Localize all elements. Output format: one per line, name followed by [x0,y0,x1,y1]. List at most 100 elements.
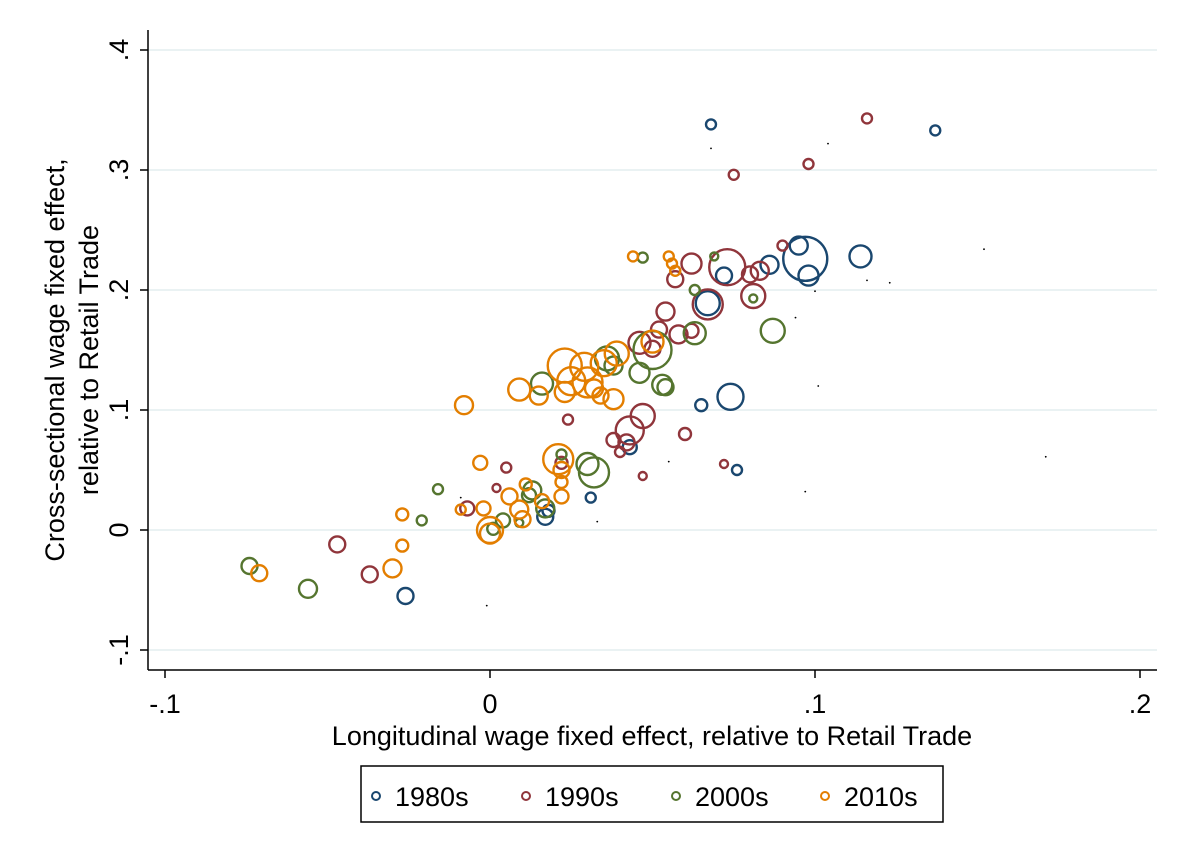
data-point [553,380,576,404]
data-point [640,329,665,354]
legend-label: 2000s [695,782,769,812]
x-axis-title: Longitudinal wage fixed effect, relative… [332,721,972,751]
y-tick-label: -.1 [104,634,134,666]
data-point [704,118,718,131]
data-point [782,235,829,282]
data-point [395,538,410,553]
data-point [396,586,415,606]
data-point [694,398,709,413]
small-dot [804,490,807,493]
data-point [453,395,475,416]
legend-item-1980s: 1980s [371,782,469,812]
x-tick-label: .2 [1129,689,1152,719]
legend-item-2010s: 2010s [820,782,918,812]
small-dot [817,385,820,387]
legend-label: 1980s [395,782,469,812]
data-point [637,470,648,482]
data-point [535,498,556,519]
series-2010s [250,250,682,583]
data-point [682,321,707,346]
data-point [709,251,720,262]
data-point [554,455,569,470]
data-point [584,491,597,504]
data-point [714,266,734,285]
data-point [536,507,555,526]
data-point [740,265,760,284]
data-point [509,499,530,520]
data-point [561,413,575,426]
data-point [677,426,693,442]
data-point [802,157,815,171]
data-point [555,448,568,461]
data-point [617,433,636,452]
legend-item-2000s: 2000s [671,782,769,812]
data-point [797,264,820,287]
data-point [575,451,600,477]
data-point [655,301,676,322]
data-point [431,483,445,496]
small-dot [827,142,829,145]
legend-label: 1990s [545,782,619,812]
legend: 1980s 1990s 2000s 2010s [360,765,944,823]
data-point [666,270,685,289]
data-point [542,443,575,476]
data-point [454,503,467,516]
legend-marker [371,791,381,801]
small-dot [596,520,599,523]
unlabeled-dots [459,142,1047,607]
data-point [360,565,379,584]
data-point [668,324,689,345]
x-tick-label: .1 [804,689,827,719]
data-point [250,564,269,583]
data-point [680,252,703,275]
y-tick-label: .3 [104,159,134,182]
data-point [529,371,555,396]
data-point [848,244,873,269]
legend-item-1990s: 1990s [521,782,619,812]
data-point [518,477,533,492]
data-point [662,250,675,263]
small-dot [710,147,712,150]
small-dot [1044,455,1047,458]
data-point [382,558,403,579]
y-tick-label: .2 [104,279,134,302]
data-point [628,361,651,384]
legend-marker [671,791,681,801]
data-point [759,317,786,344]
data-point [533,493,551,510]
y-axis-title-line-2: relative to Retail Trade [74,225,104,495]
legend-marker [521,791,531,801]
data-point [614,415,645,446]
y-tick-label: .4 [104,39,134,62]
data-point [776,239,789,252]
data-point [297,578,319,599]
data-point [556,366,587,397]
data-point [605,431,622,449]
data-point [759,254,780,275]
legend-marker [820,791,830,801]
small-dot [814,290,816,293]
small-dot [459,496,462,499]
data-point [626,250,640,263]
data-point [860,112,874,125]
data-point [478,522,502,545]
data-point [749,260,770,281]
data-point [669,264,682,277]
data-point [730,463,744,477]
data-point [475,500,492,517]
series-1990s [328,112,874,584]
data-point [694,290,721,317]
data-point [395,507,410,522]
data-point [554,474,569,490]
data-point [688,283,701,297]
data-point [603,355,624,376]
data-points [240,112,942,606]
small-dot [866,279,868,282]
small-dot [485,604,488,607]
data-point [929,124,942,137]
x-tick-label: -.1 [149,689,181,719]
data-point [589,349,618,378]
small-dot [983,248,985,251]
